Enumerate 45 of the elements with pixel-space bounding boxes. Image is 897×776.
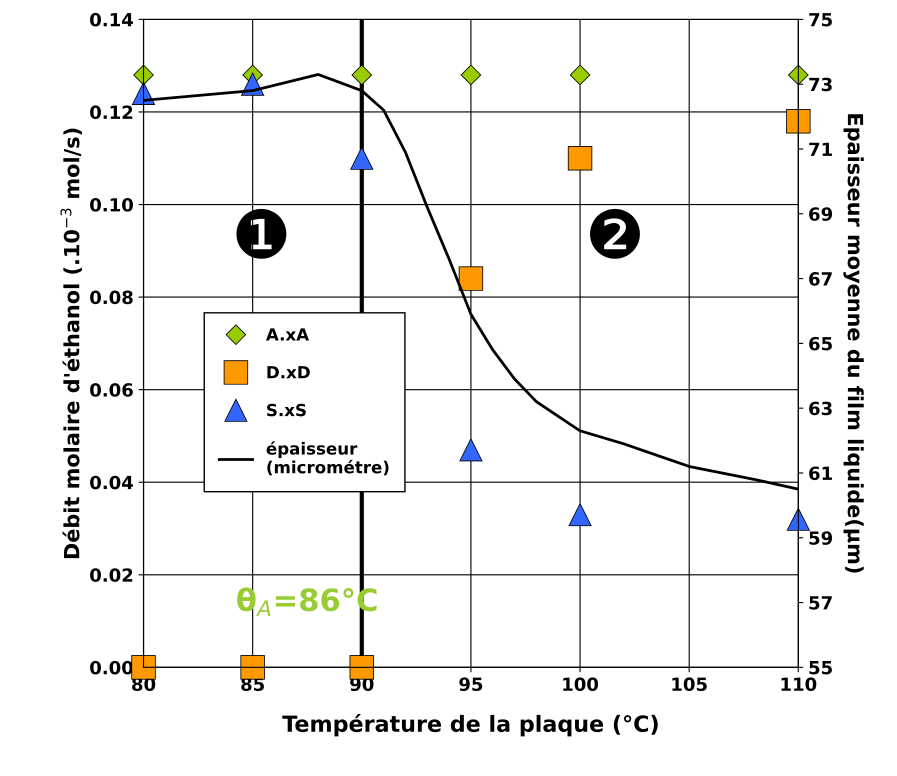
point [570,64,590,86]
y-tick-label: 0.12 [90,105,132,120]
point [460,64,482,86]
point [788,64,809,86]
legend-label: épaisseur (micrométre) [266,441,388,476]
point [786,508,810,531]
legend-label: A.xA [266,328,310,340]
x-tick-label: 95 [459,677,482,692]
point [568,503,592,526]
y-tick-label: 0.08 [90,290,133,304]
x-axis-title: Température de la plaque (°C) [282,714,658,736]
annotation: ❷ [590,208,640,259]
point [458,266,484,291]
y2-tick-label: 61 [809,466,832,480]
y2-tick-label: 71 [809,142,832,156]
legend-label: D.xD [267,366,310,378]
y2-tick-label: 55 [809,661,832,674]
point [240,655,265,680]
x-tick-label: 110 [782,677,816,692]
y2-axis-title: Epaisseur moyenne du film liquide(µm) [843,114,864,573]
y2-tick-label: 75 [809,13,832,27]
y-tick-label: 0.14 [90,12,133,27]
point [131,655,156,680]
point [350,655,374,680]
y-tick-label: 0.00 [90,660,133,674]
x-tick-label: 105 [672,677,707,692]
point [568,146,592,170]
point [459,438,482,462]
y2-tick-label: 73 [809,78,832,92]
y-tick-label: 0.04 [90,476,133,490]
y-tick-label: 0.06 [90,383,133,397]
y2-tick-label: 67 [809,272,832,286]
y-tick-label: 0.10 [90,198,133,212]
point [350,146,374,170]
y2-tick-label: 63 [809,402,832,416]
point [786,108,811,134]
x-tick-label: 100 [563,677,598,692]
y-tick-label: 0.02 [90,568,132,582]
point [352,64,372,86]
y2-tick-label: 69 [809,207,832,221]
y-axis-title: Débit molaire d'éthanol (.10$^{−3}$ mol/s) [60,128,82,558]
y2-tick-label: 65 [809,336,832,350]
legend-label: S.xS [267,404,306,416]
y2-tick-label: 59 [809,531,832,545]
y2-tick-label: 57 [809,596,832,610]
